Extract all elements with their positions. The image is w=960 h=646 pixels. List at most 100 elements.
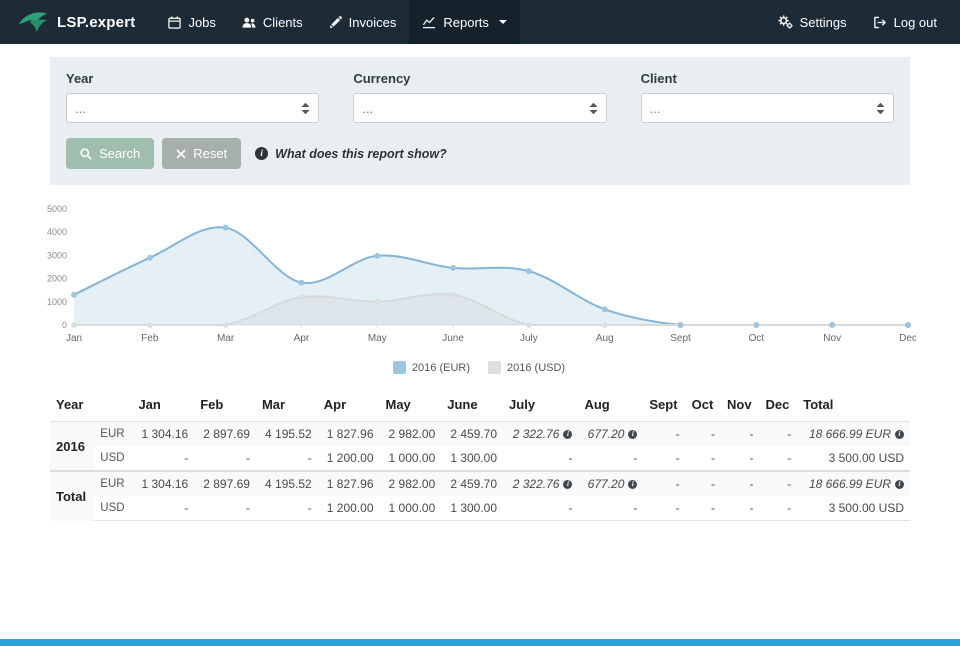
select-stepper-icon xyxy=(876,102,885,115)
table-cell: - xyxy=(749,451,754,465)
table-cell: 2 459.70 xyxy=(441,421,504,446)
svg-text:June: June xyxy=(442,333,464,344)
table-cell: - xyxy=(759,421,798,446)
table-cell: 1 000.00 xyxy=(388,451,436,465)
info-icon[interactable] xyxy=(895,480,904,489)
legend-item[interactable]: 2016 (USD) xyxy=(488,361,565,374)
table-cell: 1 827.96 xyxy=(317,470,380,496)
nav-invoices[interactable]: Invoices xyxy=(316,0,410,44)
svg-text:July: July xyxy=(520,333,538,344)
logo-bird-icon xyxy=(18,10,48,34)
svg-text:Sept: Sept xyxy=(670,333,691,344)
svg-text:Feb: Feb xyxy=(141,333,159,344)
table-header-cell: Feb xyxy=(194,388,256,422)
table-cell: 677.20 xyxy=(578,470,644,496)
gears-icon xyxy=(778,15,793,29)
year-filter-group: Year ... xyxy=(66,71,320,123)
table-header-cell: Apr xyxy=(317,388,380,422)
nav-jobs-label: Jobs xyxy=(188,14,216,30)
table-cell: 2 982.00 xyxy=(379,421,442,446)
info-icon[interactable] xyxy=(563,480,573,489)
table-row: 2016 EUR 1 304.16 2 897.69 4 195.52 1 827.96 2… xyxy=(50,421,910,471)
table-cell: 1 000.00 xyxy=(379,496,442,521)
info-icon[interactable] xyxy=(628,430,638,439)
table-header-cell: Sept xyxy=(643,388,686,422)
table-cell: 4 195.52 xyxy=(255,470,318,496)
search-button[interactable]: Search xyxy=(66,138,155,169)
table-cell: 677.20 xyxy=(578,421,644,446)
table-cell: 2 897.69 xyxy=(194,421,256,446)
table-cell: - xyxy=(307,451,312,465)
row-group-label: 2016 xyxy=(50,421,95,471)
table-cell: 18 666.99 EUR xyxy=(797,470,910,496)
select-stepper-icon xyxy=(589,102,598,115)
chart-legend: 2016 (EUR) 2016 (USD) xyxy=(44,361,914,374)
nav-logout[interactable]: Log out xyxy=(860,0,950,44)
currency-cell: USD xyxy=(94,496,133,521)
svg-text:4000: 4000 xyxy=(47,227,67,237)
table-header-cell: Aug xyxy=(578,388,644,422)
table-cell: - xyxy=(721,470,760,496)
nav-settings[interactable]: Settings xyxy=(765,0,860,44)
table-cell-value: 18 666.99 EUR xyxy=(808,427,891,441)
table-cell: - xyxy=(685,421,722,446)
nav-reports-label: Reports xyxy=(443,14,489,30)
svg-text:Nov: Nov xyxy=(823,333,841,344)
table-cell: 2 322.76 xyxy=(503,421,579,446)
row-group-label: Total xyxy=(50,470,95,521)
table-row: USD - - -1 200.00 1 000.00 1 300.00- - - - - -3 50… xyxy=(50,496,910,521)
brand[interactable]: LSP.expert xyxy=(18,0,135,44)
table-cell: 2 897.69 xyxy=(194,470,256,496)
select-stepper-icon xyxy=(301,102,310,115)
year-label: Year xyxy=(66,71,94,86)
users-icon xyxy=(242,16,256,29)
currency-label: Currency xyxy=(353,71,411,86)
nav-reports[interactable]: Reports xyxy=(409,0,520,44)
currency-filter-group: Currency ... xyxy=(353,71,607,123)
info-icon[interactable] xyxy=(895,430,904,439)
table-cell: - xyxy=(759,470,798,496)
client-select[interactable]: ... xyxy=(640,93,894,123)
svg-text:Apr: Apr xyxy=(294,333,310,344)
svg-text:Dec: Dec xyxy=(899,333,916,344)
table-cell: 1 304.16 xyxy=(132,470,195,496)
info-icon[interactable] xyxy=(563,430,573,439)
svg-text:2000: 2000 xyxy=(47,274,67,284)
logout-icon xyxy=(873,16,887,29)
table-cell: - xyxy=(503,496,579,521)
table-cell: - xyxy=(578,496,644,521)
nav-jobs[interactable]: Jobs xyxy=(155,0,228,44)
search-button-label: Search xyxy=(99,146,141,161)
nav-clients-label: Clients xyxy=(262,14,303,30)
table-cell-value: 18 666.99 EUR xyxy=(808,477,891,491)
table-header-cell: June xyxy=(441,388,504,422)
info-icon[interactable] xyxy=(628,480,638,489)
table-cell: 18 666.99 EUR xyxy=(797,421,910,446)
table-cell: 1 200.00 xyxy=(326,451,374,465)
table-cell: - xyxy=(245,451,250,465)
reset-button[interactable]: Reset xyxy=(162,138,242,169)
filter-panel: Year ... Currency ... Client xyxy=(50,57,910,185)
nav-settings-label: Settings xyxy=(799,14,847,30)
table-cell: 2 982.00 xyxy=(379,470,442,496)
table-cell: - xyxy=(787,451,792,465)
utility-nav: Settings Log out xyxy=(765,0,950,44)
legend-item[interactable]: 2016 (EUR) xyxy=(392,361,470,374)
year-select[interactable]: ... xyxy=(66,93,320,123)
legend-label: 2016 (EUR) xyxy=(411,361,470,374)
table-header-cell: Mar xyxy=(255,388,318,422)
report-info-link[interactable]: What does this report show? xyxy=(255,147,447,161)
table-cell: - xyxy=(633,451,638,465)
nav-clients[interactable]: Clients xyxy=(229,0,316,44)
chevron-down-icon xyxy=(498,20,507,28)
currency-select[interactable]: ... xyxy=(353,93,607,123)
table-header-cell: May xyxy=(379,388,442,422)
table-cell: - xyxy=(568,451,573,465)
svg-text:Aug: Aug xyxy=(596,333,614,344)
currency-cell: EUR xyxy=(94,470,133,496)
currency-cell: EUR xyxy=(94,421,133,446)
table-cell: 3 500.00 USD xyxy=(828,451,904,465)
table-row: USD - - -1 200.00 1 000.00 1 300.00- - - - - -3 50… xyxy=(50,446,910,471)
table-header-cell xyxy=(94,388,133,422)
